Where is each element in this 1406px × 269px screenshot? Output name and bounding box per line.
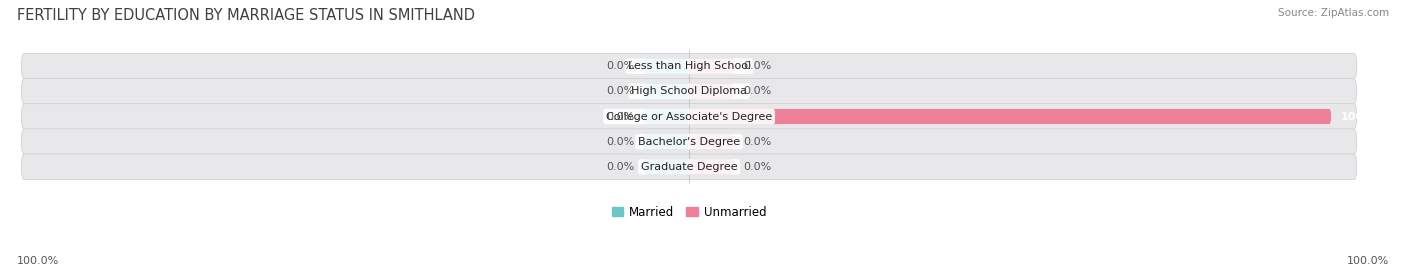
Text: Graduate Degree: Graduate Degree (641, 162, 737, 172)
FancyBboxPatch shape (644, 109, 689, 124)
Text: Less than High School: Less than High School (627, 61, 751, 71)
Text: FERTILITY BY EDUCATION BY MARRIAGE STATUS IN SMITHLAND: FERTILITY BY EDUCATION BY MARRIAGE STATU… (17, 8, 475, 23)
Text: College or Associate's Degree: College or Associate's Degree (606, 112, 772, 122)
FancyBboxPatch shape (689, 134, 734, 149)
FancyBboxPatch shape (689, 59, 734, 74)
FancyBboxPatch shape (21, 129, 1357, 155)
Text: 100.0%: 100.0% (1341, 112, 1386, 122)
Text: 0.0%: 0.0% (606, 112, 634, 122)
Text: 0.0%: 0.0% (606, 137, 634, 147)
Text: 0.0%: 0.0% (606, 61, 634, 71)
Text: 0.0%: 0.0% (744, 137, 772, 147)
FancyBboxPatch shape (644, 134, 689, 149)
Legend: Married, Unmarried: Married, Unmarried (612, 206, 766, 219)
FancyBboxPatch shape (689, 84, 734, 99)
Text: 0.0%: 0.0% (606, 86, 634, 96)
FancyBboxPatch shape (21, 53, 1357, 79)
Text: 100.0%: 100.0% (17, 256, 59, 266)
FancyBboxPatch shape (689, 109, 1331, 124)
FancyBboxPatch shape (689, 159, 734, 174)
Text: Source: ZipAtlas.com: Source: ZipAtlas.com (1278, 8, 1389, 18)
Text: 100.0%: 100.0% (1347, 256, 1389, 266)
Text: 0.0%: 0.0% (744, 61, 772, 71)
FancyBboxPatch shape (21, 104, 1357, 129)
FancyBboxPatch shape (21, 154, 1357, 180)
Text: 0.0%: 0.0% (744, 162, 772, 172)
Text: 0.0%: 0.0% (744, 86, 772, 96)
Text: Bachelor's Degree: Bachelor's Degree (638, 137, 740, 147)
FancyBboxPatch shape (644, 59, 689, 74)
FancyBboxPatch shape (644, 84, 689, 99)
Text: High School Diploma: High School Diploma (631, 86, 747, 96)
Text: 0.0%: 0.0% (606, 162, 634, 172)
FancyBboxPatch shape (644, 159, 689, 174)
FancyBboxPatch shape (21, 79, 1357, 104)
